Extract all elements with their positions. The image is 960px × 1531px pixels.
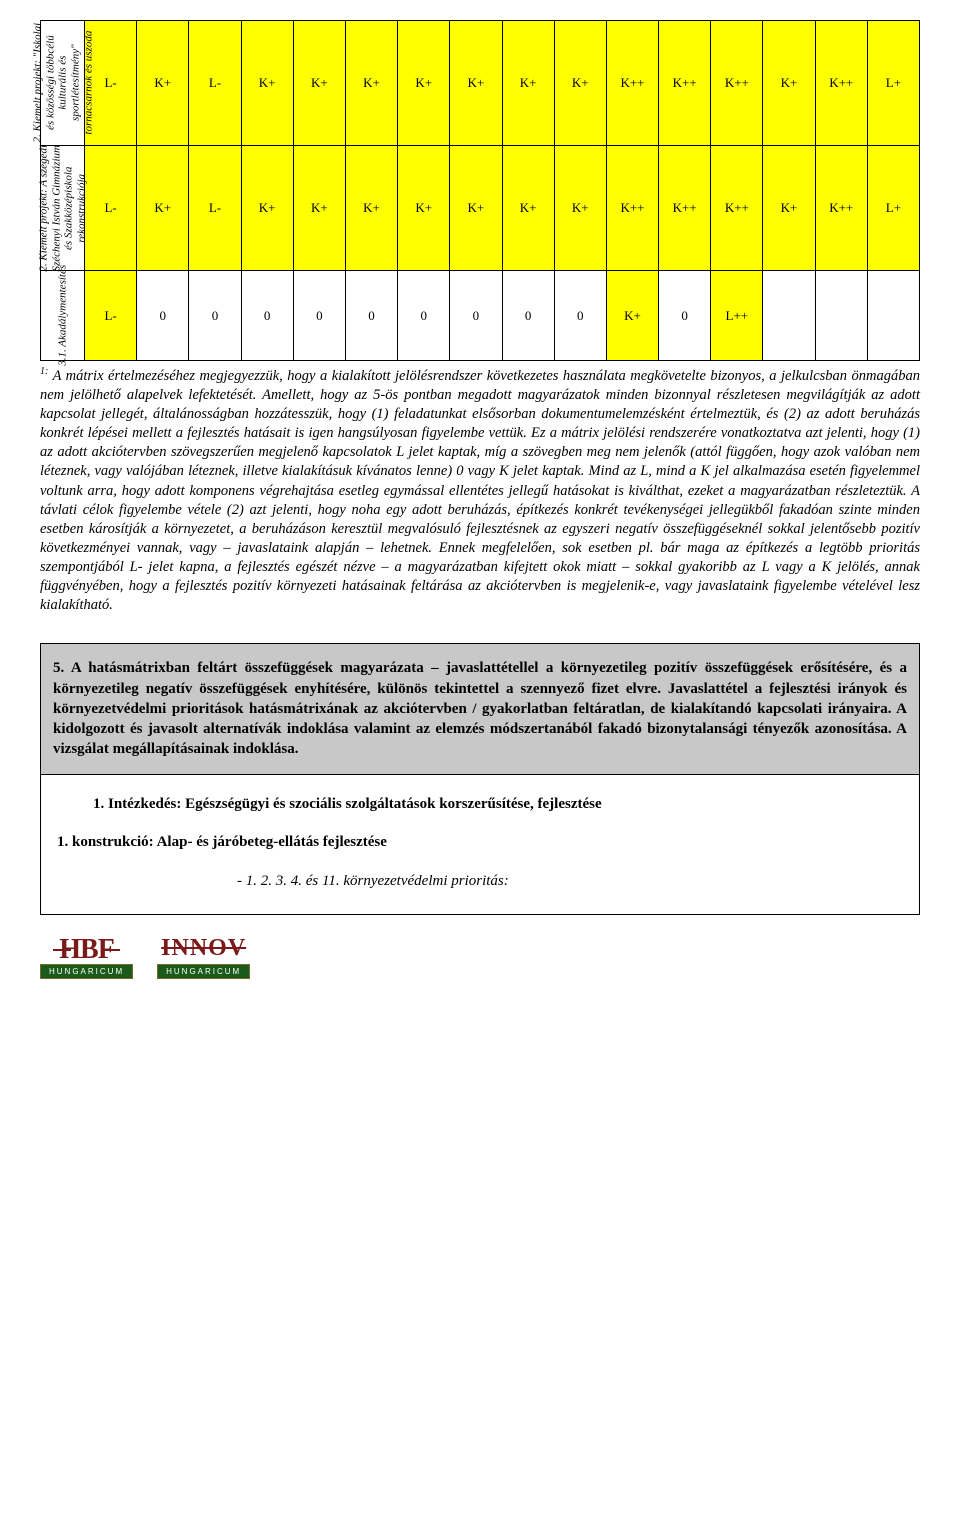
innov-logo: INNOV HUNGARICUM [157,935,250,979]
matrix-cell: K+ [502,21,554,146]
matrix-cell: 0 [398,271,450,361]
matrix-row-header: 3.1. Akadálymentesítés [41,271,85,361]
matrix-cell: L++ [711,271,763,361]
matrix-cell: 0 [450,271,502,361]
hbf-hungaricum-band: HUNGARICUM [40,964,133,979]
matrix-cell: K+ [763,146,815,271]
measure-1-title: 1. Intézkedés: Egészségügyi és szociális… [93,796,602,812]
matrix-cell: K+ [241,146,293,271]
matrix-cell: K+ [293,21,345,146]
footer-logos: HBF HUNGARICUM INNOV HUNGARICUM [40,935,920,979]
matrix-cell: K+ [554,21,606,146]
matrix-cell: K+ [606,271,658,361]
construction-1-title: 1. konstrukció: Alap- és járóbeteg-ellát… [57,831,903,854]
matrix-cell: K++ [606,146,658,271]
priority-list: - 1. 2. 3. 4. és 11. környezetvédelmi pr… [237,870,903,893]
matrix-cell: 0 [189,271,241,361]
matrix-cell [867,271,919,361]
matrix-cell: K+ [345,146,397,271]
hbf-logo: HBF HUNGARICUM [40,937,133,979]
matrix-cell: K+ [241,21,293,146]
matrix-cell: K+ [293,146,345,271]
matrix-cell: 0 [137,271,189,361]
hbf-logo-text: HBF [59,937,114,962]
matrix-cell: K++ [606,21,658,146]
matrix-cell: K+ [502,146,554,271]
matrix-cell: L+ [867,21,919,146]
matrix-cell: L- [85,146,137,271]
impact-matrix-table: 2. Kiemelt projekt: "Iskolai és közösség… [40,20,920,361]
matrix-cell [763,271,815,361]
matrix-cell: 0 [502,271,554,361]
matrix-cell: K+ [763,21,815,146]
body-content: 1. Intézkedés: Egészségügyi és szociális… [40,775,920,916]
matrix-cell: K+ [345,21,397,146]
matrix-cell: L- [189,21,241,146]
matrix-cell: K++ [815,146,867,271]
section-5-heading: 5. A hatásmátrixban feltárt összefüggése… [40,643,920,774]
innov-hungaricum-band: HUNGARICUM [157,964,250,979]
innov-logo-text: INNOV [161,935,246,962]
matrix-cell: K+ [398,146,450,271]
matrix-cell [815,271,867,361]
matrix-cell: K++ [711,21,763,146]
matrix-cell: L- [189,146,241,271]
matrix-cell: K+ [450,21,502,146]
matrix-cell: K+ [137,146,189,271]
matrix-cell: 0 [241,271,293,361]
matrix-cell: K+ [450,146,502,271]
matrix-cell: K++ [711,146,763,271]
matrix-cell: 0 [659,271,711,361]
matrix-cell: 0 [345,271,397,361]
matrix-cell: 0 [293,271,345,361]
matrix-row-header: 2. Kiemelt projekt: "Iskolai és közösség… [41,21,85,146]
matrix-cell: K+ [137,21,189,146]
matrix-cell: K++ [659,21,711,146]
matrix-cell: 0 [554,271,606,361]
footnote-marker: 1: [40,366,48,377]
matrix-cell: K++ [659,146,711,271]
matrix-cell: K+ [554,146,606,271]
footnote-text: 1: A mátrix értelmezéséhez megjegyezzük,… [40,365,920,615]
footnote-body: A mátrix értelmezéséhez megjegyezzük, ho… [40,368,920,614]
matrix-cell: L+ [867,146,919,271]
matrix-cell: K+ [398,21,450,146]
matrix-cell: K++ [815,21,867,146]
matrix-cell: L- [85,271,137,361]
